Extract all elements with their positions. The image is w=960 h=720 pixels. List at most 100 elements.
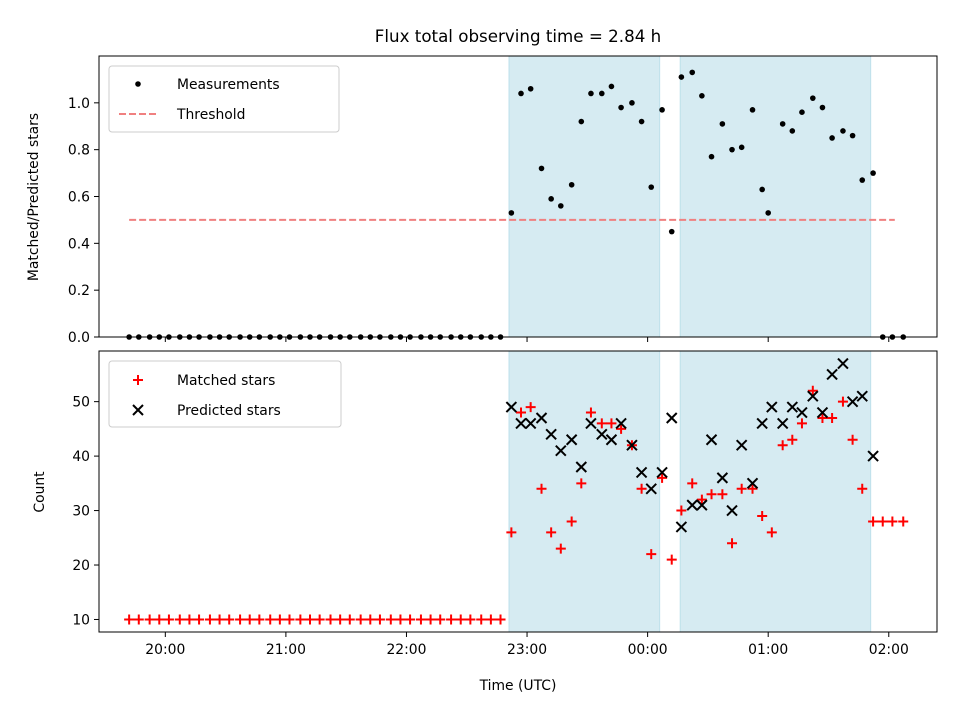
predicted-stars-point [856, 390, 868, 402]
matched-stars-point [606, 418, 617, 429]
matched-stars-point [877, 516, 888, 527]
predicted-stars-point [786, 401, 799, 413]
matched-stars-point [616, 423, 627, 434]
matched-stars-point [194, 614, 205, 625]
measurement-point [729, 146, 735, 153]
predicted-stars-point [575, 461, 588, 473]
matched-stars-point [144, 614, 155, 625]
matched-stars-point [717, 489, 728, 500]
predicted-stars-point [675, 521, 688, 533]
matched-stars-point [787, 434, 798, 445]
predicted-stars-point [826, 368, 838, 381]
matched-stars-point [747, 483, 758, 494]
matched-stars-point [455, 614, 466, 625]
matched-stars-point [476, 614, 487, 625]
observing-window-shade [508, 55, 661, 338]
observing-window-shade [679, 55, 872, 338]
matched-stars-point [325, 614, 336, 625]
matched-stars-point [657, 472, 668, 483]
measurement-point [588, 90, 594, 97]
measurement-point [578, 118, 585, 125]
predicted-stars-point [605, 434, 618, 446]
matched-stars-point [415, 614, 426, 625]
measurement-point [810, 95, 816, 101]
predicted-stars-point [705, 434, 718, 446]
y-tick-label: 40 [72, 449, 90, 465]
matched-stars-point [847, 434, 858, 445]
measurement-point [538, 165, 545, 172]
predicted-stars-point [796, 406, 808, 419]
matched-stars-point [133, 614, 144, 625]
y-tick-label: 50 [72, 395, 90, 411]
matched-stars-point [807, 385, 818, 396]
matched-stars-point [777, 440, 788, 451]
predicted-stars-point [515, 417, 527, 430]
panel-top: 0.0 0.2 0.4 0.6 0.8 1.0 Matched/Predicted sta… [26, 55, 938, 346]
legend-predicted-label: Predicted stars [177, 403, 281, 419]
matched-stars-point [727, 538, 738, 549]
measurement-point [799, 109, 805, 115]
legend-measurements-label: Measurements [177, 77, 280, 93]
predicted-stars-point [746, 477, 759, 490]
measurement-point [618, 104, 624, 111]
predicted-stars-point [696, 499, 708, 511]
legend-measurements-marker [135, 81, 141, 87]
predicted-stars-point [545, 428, 557, 441]
predicted-stars-point [766, 401, 778, 413]
matched-stars-point [365, 614, 376, 625]
matched-stars-point [596, 418, 607, 429]
matched-stars-point [395, 614, 406, 625]
matched-stars-point [536, 483, 547, 494]
matched-stars-point [676, 505, 687, 516]
matched-stars-point [585, 407, 596, 418]
matched-stars-point [898, 516, 909, 527]
measurement-point [599, 90, 605, 97]
measurement-point [638, 118, 645, 125]
matched-stars-point [184, 614, 195, 625]
matched-stars-point [355, 614, 366, 625]
measurement-point [859, 177, 866, 183]
predicted-stars-point [837, 357, 849, 370]
matched-stars-point [235, 614, 246, 625]
measurement-point [548, 196, 554, 202]
matched-stars-point [265, 614, 276, 625]
x-tick-label: 21:00 [266, 642, 306, 658]
measurement-point [699, 93, 705, 99]
bottom-legend-box [108, 360, 342, 428]
predicted-stars-point [596, 428, 608, 441]
measurement-point [708, 153, 715, 160]
matched-stars-point [485, 614, 496, 625]
matched-stars-point [516, 407, 527, 418]
x-tick-label: 02:00 [869, 642, 909, 658]
matched-stars-point [576, 478, 587, 489]
matched-stars-point [696, 494, 707, 505]
predicted-stars-point [535, 412, 548, 424]
predicted-stars-point [524, 417, 537, 430]
matched-stars-point [827, 412, 838, 423]
matched-stars-point [868, 516, 879, 527]
top-legend-box [108, 65, 340, 133]
y-tick-label: 0.4 [68, 236, 90, 252]
matched-stars-point [385, 614, 396, 625]
matched-stars-point [525, 402, 536, 413]
measurement-point [648, 184, 655, 190]
matched-stars-point [887, 516, 898, 527]
matched-stars-point [495, 614, 506, 625]
x-tick-label: 23:00 [507, 642, 547, 658]
matched-stars-point [736, 483, 747, 494]
measurement-point [508, 210, 515, 216]
matched-stars-point [214, 614, 225, 625]
measurement-point [568, 181, 575, 188]
y-tick-label: 10 [72, 612, 90, 628]
legend-matched-label: Matched stars [177, 373, 275, 389]
matched-stars-point [204, 614, 215, 625]
measurement-point [765, 210, 771, 216]
predicted-stars-point [656, 466, 668, 479]
bottom-y-axis-label: Count [32, 471, 48, 513]
x-tick-label: 01:00 [748, 642, 788, 658]
predicted-stars-point [615, 417, 627, 430]
observing-window-shade [508, 350, 661, 633]
predicted-stars-point [555, 444, 567, 457]
matched-stars-point [757, 511, 768, 522]
